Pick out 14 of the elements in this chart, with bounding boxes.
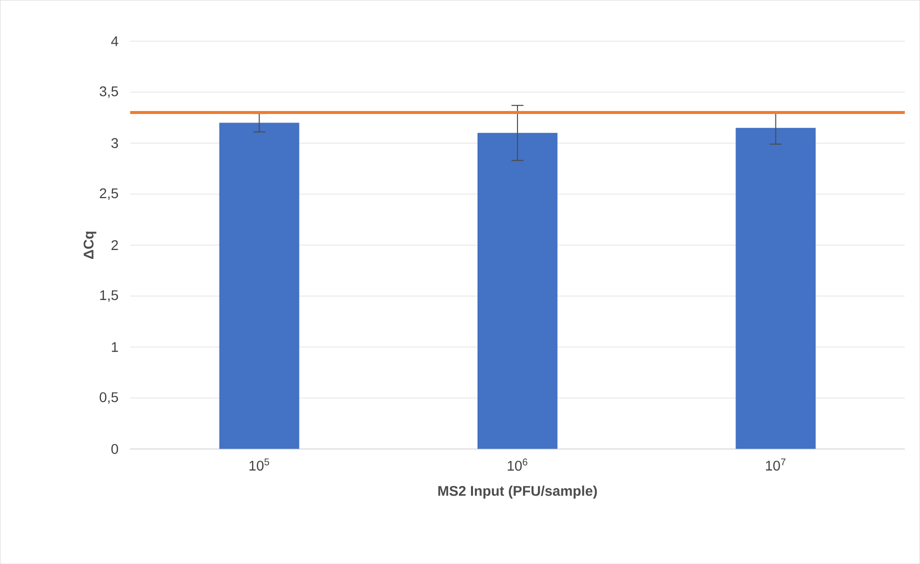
y-axis-title: ΔCq bbox=[84, 232, 96, 259]
y-tick-label: 4 bbox=[111, 36, 118, 46]
y-tick-label: 1,5 bbox=[100, 290, 118, 302]
y-tick-label: 1 bbox=[112, 342, 118, 352]
x-tick-label: 10$^{5}$ bbox=[250, 458, 270, 471]
x-axis-title: MS2 Input (PFU/sample) bbox=[438, 486, 597, 499]
y-tick-label: 3 bbox=[111, 138, 118, 148]
x-tick-label: 10$^{7}$ bbox=[766, 458, 786, 471]
y-tick-label: 2 bbox=[112, 240, 118, 250]
x-tick-label: 10$^{6}$ bbox=[508, 458, 528, 471]
y-tick-label: 2,5 bbox=[100, 188, 118, 200]
y-tick-label: 0,5 bbox=[100, 392, 118, 404]
y-tick-label: 3,5 bbox=[100, 86, 118, 98]
y-tick-label: 0 bbox=[111, 444, 118, 454]
